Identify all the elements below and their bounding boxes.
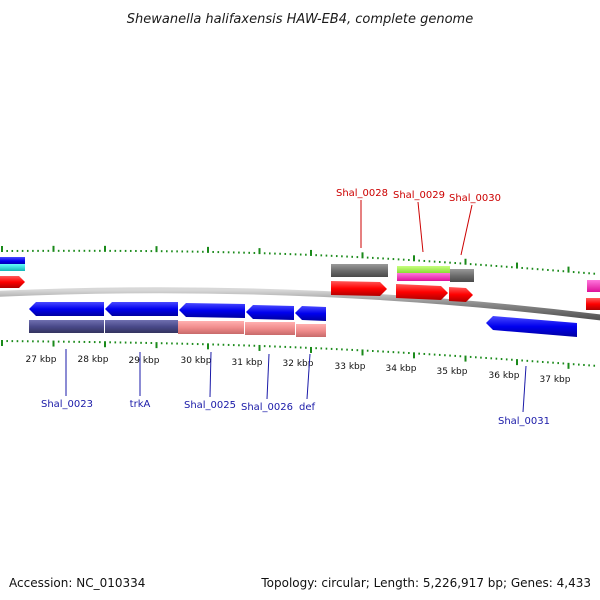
gene-shal-0029 [396, 284, 448, 300]
feature-purple-1 [29, 320, 104, 333]
gene-shal-0030 [449, 287, 473, 302]
gene-label-shal-0023: Shal_0023 [41, 399, 93, 410]
leader-line [209, 351, 212, 398]
kbp-label: 32 kbp [283, 359, 314, 369]
lower-tick-track [1, 340, 596, 369]
leader-line [522, 365, 527, 413]
genome-summary-text: Topology: circular; Length: 5,226,917 bp… [260, 576, 591, 590]
kbp-label: 27 kbp [26, 355, 57, 365]
gene-red-right-edge [586, 298, 600, 310]
gene-grey-2 [450, 269, 474, 282]
kbp-label: 29 kbp [129, 356, 160, 366]
gene-red-edge [0, 276, 25, 288]
feature-pink-3 [296, 324, 326, 337]
gene-label-shal-0025: Shal_0025 [184, 400, 236, 411]
gene-shal-0028 [331, 281, 387, 296]
leader-line [417, 201, 424, 253]
gene-cyan-edge [0, 264, 25, 271]
gene-shal-0023 [29, 302, 104, 316]
leader-line [306, 353, 311, 400]
page-title: Shewanella halifaxensis HAW-EB4, complet… [127, 12, 473, 27]
kbp-label: 36 kbp [489, 371, 520, 381]
gene-trka [105, 302, 178, 316]
leader-line [460, 204, 473, 256]
kbp-label: 31 kbp [232, 358, 263, 368]
kbp-label: 30 kbp [181, 356, 212, 366]
feature-pink-1 [178, 321, 244, 334]
gene-grey-1 [331, 264, 388, 277]
gene-magenta [397, 273, 450, 281]
gene-label-shal-0031: Shal_0031 [498, 416, 550, 427]
gene-magenta-edge [587, 280, 600, 292]
kbp-label: 35 kbp [437, 367, 468, 377]
gene-label-def: def [299, 402, 316, 413]
gene-label-shal-0029: Shal_0029 [393, 190, 445, 201]
gene-def [295, 306, 326, 321]
gene-label-trka: trkA [130, 399, 151, 410]
genome-backbone [0, 287, 600, 321]
accession-text: Accession: NC_010334 [9, 576, 145, 590]
kbp-label: 33 kbp [335, 362, 366, 372]
gene-shal-0025 [179, 303, 245, 318]
gene-green [397, 266, 450, 273]
kbp-label: 37 kbp [540, 375, 571, 385]
gene-blue-edge [0, 257, 25, 265]
kbp-label: 28 kbp [78, 355, 109, 365]
gene-label-shal-0030: Shal_0030 [449, 193, 501, 204]
gene-label-shal-0026: Shal_0026 [241, 402, 293, 413]
gene-shal-0026 [246, 305, 294, 320]
gene-label-shal-0028: Shal_0028 [336, 188, 388, 199]
leader-line [266, 353, 270, 400]
upper-tick-track [1, 245, 596, 275]
gene-shal-0031 [486, 316, 577, 337]
feature-pink-2 [245, 322, 295, 335]
feature-purple-2 [105, 320, 178, 333]
kbp-label: 34 kbp [386, 364, 417, 374]
